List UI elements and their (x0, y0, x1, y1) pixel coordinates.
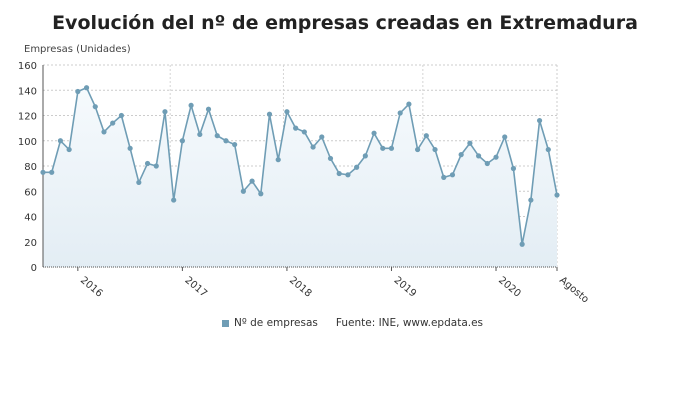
data-point (415, 146, 421, 153)
source-note: Fuente: INE, www.epdata.es (335, 317, 484, 329)
y-tick-label: 100 (18, 137, 37, 148)
data-point (275, 157, 281, 163)
data-point (354, 164, 360, 170)
data-point (554, 192, 560, 198)
legend-swatch (222, 319, 229, 327)
legend: Nº de empresas Fuente: INE, www.epdata.e… (222, 317, 483, 329)
y-axis-label: Empresas (Unidades) (24, 44, 131, 55)
y-tick-label: 120 (18, 112, 37, 123)
data-point (397, 110, 403, 116)
data-point (162, 109, 168, 115)
chart-title: Evolución del nº de empresas creadas en … (52, 12, 638, 34)
data-point (188, 102, 194, 108)
y-tick-label: 160 (18, 61, 37, 72)
y-tick-label: 80 (24, 162, 37, 173)
data-point (144, 160, 151, 167)
data-point (475, 153, 482, 159)
data-point (327, 155, 334, 162)
data-point (49, 169, 55, 175)
data-point (214, 133, 220, 139)
y-tick-label: 60 (24, 187, 37, 198)
data-point (171, 197, 177, 203)
data-point (293, 125, 299, 131)
x-tick-label: 2016 (78, 275, 105, 300)
y-tick-label: 20 (24, 238, 37, 249)
data-point (83, 85, 90, 91)
data-point (118, 112, 125, 119)
legend-label: Nº de empresas (234, 317, 318, 329)
data-point (371, 130, 377, 136)
y-tick-label: 0 (31, 263, 37, 274)
data-point (449, 172, 456, 178)
data-point (266, 111, 273, 117)
y-tick-label: 140 (18, 86, 37, 97)
area-fill (43, 87, 557, 267)
x-tick-label: 2020 (496, 275, 523, 300)
data-point (406, 101, 412, 107)
data-point (310, 144, 316, 150)
data-point (388, 145, 395, 151)
data-point (40, 169, 46, 175)
data-point (197, 131, 203, 138)
data-point (66, 146, 72, 153)
data-point (258, 191, 264, 197)
x-tick-label: 2018 (287, 275, 314, 300)
data-point (179, 138, 185, 144)
data-point (136, 179, 142, 186)
data-point (223, 138, 229, 144)
data-point (441, 174, 447, 180)
data-point (484, 160, 490, 167)
data-point (432, 146, 438, 153)
data-point (545, 146, 551, 153)
data-point (57, 138, 64, 144)
data-point (205, 106, 212, 112)
data-point (423, 133, 429, 139)
data-point (110, 120, 116, 126)
data-point (249, 178, 255, 184)
legend-item: Nº de empresas (222, 317, 318, 329)
data-point (319, 134, 325, 140)
data-point (458, 152, 464, 158)
data-point (153, 163, 159, 169)
data-point (362, 153, 368, 159)
data-point (101, 129, 107, 135)
data-point (92, 104, 98, 110)
data-point (301, 129, 307, 135)
data-point (467, 140, 473, 146)
data-point (127, 145, 133, 151)
data-point (284, 109, 290, 115)
data-point (502, 134, 508, 140)
data-point (519, 241, 525, 247)
data-point (528, 197, 534, 203)
data-point (536, 117, 543, 124)
data-point (75, 88, 81, 95)
x-tick-label: 2019 (392, 275, 419, 300)
data-point (336, 170, 342, 177)
data-point (232, 141, 238, 148)
data-point (493, 154, 499, 160)
data-point (380, 145, 386, 151)
data-point (345, 172, 351, 178)
data-point (510, 165, 517, 172)
y-tick-label: 40 (24, 213, 37, 224)
x-tick-label: 2017 (182, 275, 209, 300)
data-point (240, 188, 246, 194)
x-tick-label: Agosto (557, 275, 591, 306)
